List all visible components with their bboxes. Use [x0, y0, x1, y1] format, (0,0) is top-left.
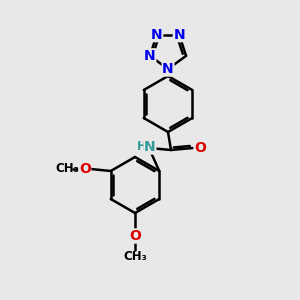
Text: N: N [144, 49, 156, 63]
Text: CH₃: CH₃ [123, 250, 147, 262]
Text: N: N [144, 140, 156, 154]
Text: N: N [151, 28, 163, 42]
Text: N: N [173, 28, 185, 42]
Text: O: O [129, 229, 141, 243]
Text: N: N [162, 62, 174, 76]
Text: O: O [79, 162, 91, 176]
Text: CH₃: CH₃ [55, 163, 79, 176]
Text: H: H [137, 140, 147, 154]
Text: O: O [194, 141, 206, 155]
